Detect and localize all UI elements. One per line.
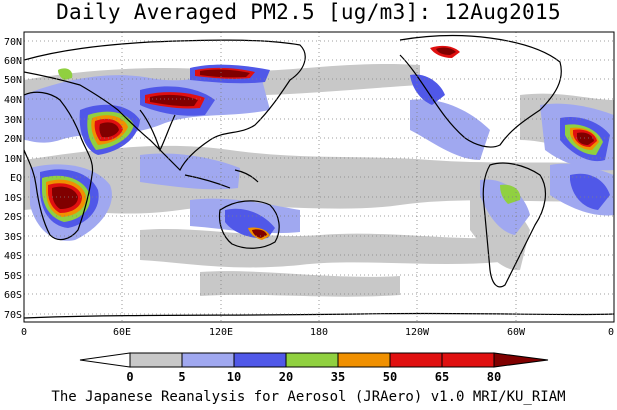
coast-antarctica [24, 312, 614, 319]
lat-label: 50S [4, 271, 22, 282]
lat-label: 70N [4, 37, 22, 48]
lat-label: 30N [4, 115, 22, 126]
lat-label: 70S [4, 310, 22, 321]
colorbar-label: 0 [126, 370, 133, 384]
lon-label: 180 [310, 327, 328, 338]
coast-africa [24, 91, 94, 241]
lon-label: 120W [405, 327, 430, 338]
pm25-field [24, 45, 614, 297]
lat-label: 60S [4, 290, 22, 301]
field-level-80 [52, 47, 594, 238]
colorbar-white-swatch [79, 352, 80, 353]
colorbar-bin [181, 352, 235, 368]
lat-label: 50N [4, 75, 22, 86]
colorbar-label: 80 [487, 370, 501, 384]
lat-label: 10N [4, 154, 22, 165]
colorbar-labels: 0 5 10 20 35 50 65 80 [126, 370, 501, 384]
colorbar-label: 5 [178, 370, 185, 384]
colorbar-high-arrow [493, 352, 549, 368]
lat-label: EQ [10, 173, 22, 184]
colorbar-label: 50 [383, 370, 397, 384]
lat-label: 20S [4, 212, 22, 223]
latitude-labels: 70N 60N 50N 40N 30N 20N 10N EQ 10S 20S 3… [4, 37, 22, 321]
colorbar-bin [389, 352, 443, 368]
colorbar: 0 5 10 20 35 50 65 80 [79, 352, 549, 384]
coast-india [139, 109, 176, 152]
lon-label: 0 [21, 327, 27, 338]
lat-label: 30S [4, 232, 22, 243]
colorbar-bin [285, 352, 339, 368]
lat-label: 60N [4, 56, 22, 67]
lat-label: 40S [4, 251, 22, 262]
lon-label: 120E [209, 327, 233, 338]
coast-north-america [399, 34, 562, 148]
coast-indonesia [184, 169, 259, 189]
lat-label: 40N [4, 95, 22, 106]
map-title: Daily Averaged PM2.5 [ug/m3]: 12Aug2015 [56, 0, 561, 24]
coast-south-america [482, 162, 547, 288]
colorbar-label: 20 [279, 370, 293, 384]
lat-label: 10S [4, 193, 22, 204]
lon-label: 60W [507, 327, 526, 338]
lon-label: 60E [113, 327, 131, 338]
colorbar-bin [129, 352, 183, 368]
colorbar-bin [441, 352, 495, 368]
colorbar-label: 65 [435, 370, 449, 384]
coastlines [24, 34, 614, 319]
colorbar-label: 35 [331, 370, 345, 384]
colorbar-low-arrow [79, 352, 131, 368]
graticule [24, 32, 614, 322]
map-frame [23, 31, 615, 323]
colorbar-label: 10 [227, 370, 241, 384]
colorbar-bin [337, 352, 391, 368]
coast-eurasia [24, 39, 306, 172]
lat-label: 20N [4, 134, 22, 145]
longitude-labels: 0 60E 120E 180 120W 60W 0 [21, 327, 614, 338]
colorbar-bin [233, 352, 287, 368]
footer-credit: The Japanese Reanalysis for Aerosol (JRA… [51, 389, 566, 405]
lon-label: 0 [608, 327, 614, 338]
